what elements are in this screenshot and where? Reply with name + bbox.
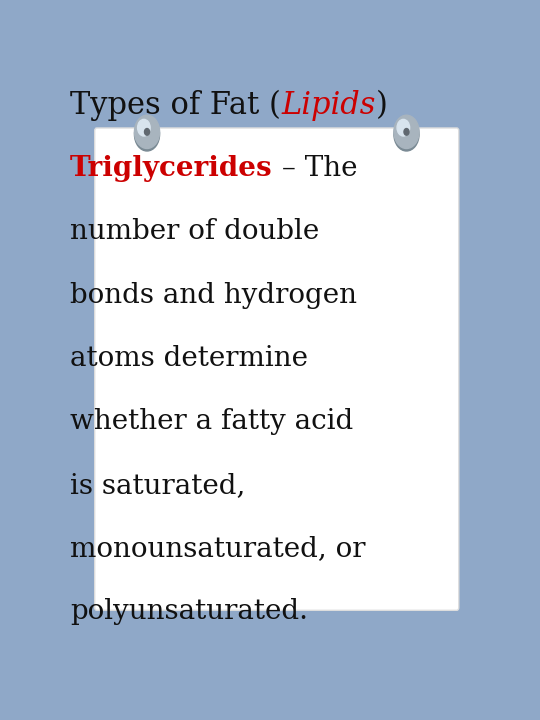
Text: polyunsaturated.: polyunsaturated. xyxy=(70,598,308,625)
Text: ): ) xyxy=(375,90,387,121)
Text: Lipids: Lipids xyxy=(281,90,375,121)
Text: atoms determine: atoms determine xyxy=(70,345,308,372)
Text: monounsaturated, or: monounsaturated, or xyxy=(70,535,366,562)
Text: number of double: number of double xyxy=(70,218,320,245)
Circle shape xyxy=(145,129,150,135)
Text: bonds and hydrogen: bonds and hydrogen xyxy=(70,282,357,308)
Text: is saturated,: is saturated, xyxy=(70,472,246,498)
Circle shape xyxy=(138,120,150,136)
Circle shape xyxy=(397,120,410,136)
Text: whether a fatty acid: whether a fatty acid xyxy=(70,408,354,435)
Circle shape xyxy=(404,129,409,135)
Text: Triglycerides: Triglycerides xyxy=(70,155,273,181)
Circle shape xyxy=(134,118,160,151)
Circle shape xyxy=(394,118,419,151)
Circle shape xyxy=(134,115,160,148)
Text: – The: – The xyxy=(273,155,357,181)
FancyBboxPatch shape xyxy=(94,128,459,611)
Circle shape xyxy=(394,115,419,148)
Text: Types of Fat (: Types of Fat ( xyxy=(70,90,281,121)
